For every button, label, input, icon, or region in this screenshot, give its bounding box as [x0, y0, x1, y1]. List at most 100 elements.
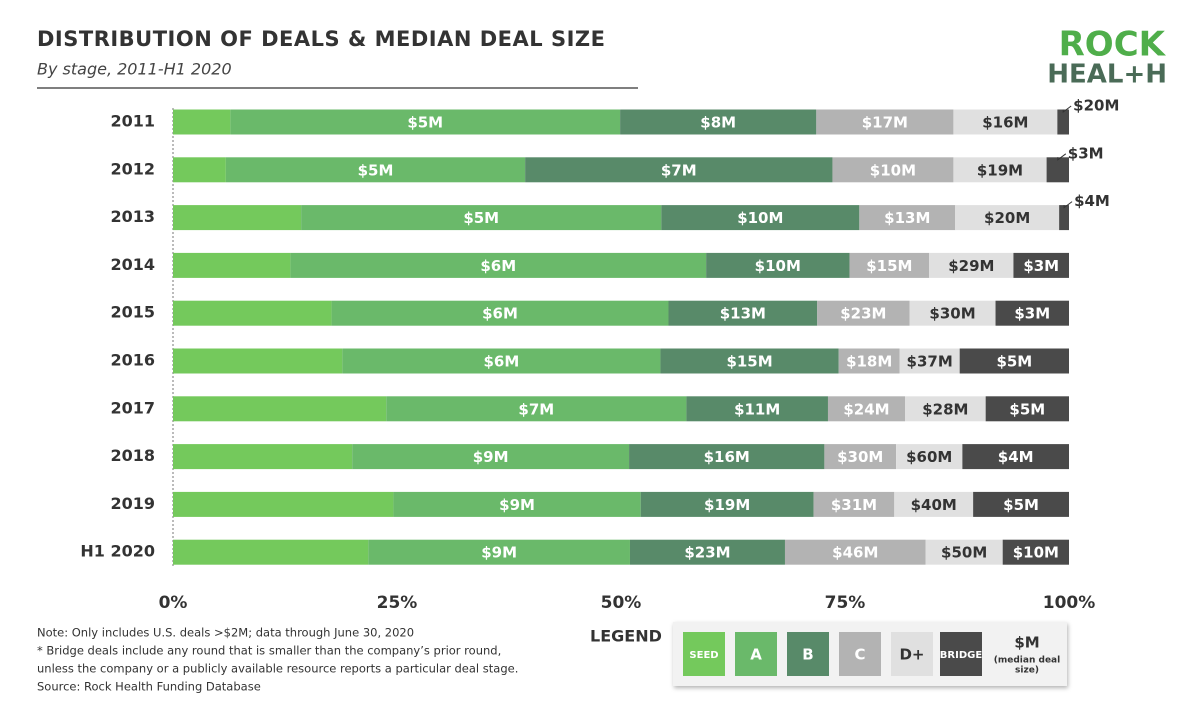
data-label: $5M — [463, 209, 499, 227]
data-label: $5M — [358, 161, 394, 179]
data-label: $31M — [831, 496, 877, 514]
data-label: $6M — [483, 353, 519, 371]
bar-segment — [824, 444, 897, 470]
data-label: $3M — [1068, 144, 1104, 162]
x-tick-label: 0% — [159, 593, 188, 613]
y-tick-label: 2016 — [110, 351, 155, 370]
bar-segment — [925, 539, 1003, 565]
note: Source: Rock Health Funding Database — [37, 680, 261, 694]
bar-segment — [301, 205, 662, 231]
y-tick-label: H1 2020 — [80, 542, 155, 561]
data-label: $10M — [737, 209, 783, 227]
data-label: $30M — [929, 305, 975, 323]
bar-segment — [686, 396, 828, 422]
bar-segment — [817, 300, 910, 326]
leader-line — [1062, 105, 1072, 113]
data-label: $7M — [518, 400, 554, 418]
bar-segment — [173, 539, 369, 565]
bar-segment — [668, 300, 818, 326]
bar-segment — [838, 348, 900, 374]
bar-segment — [393, 491, 641, 517]
data-label: $13M — [720, 305, 766, 323]
data-label: $29M — [948, 257, 994, 275]
legend-key-note: size) — [1015, 666, 1039, 676]
data-label: $10M — [1013, 544, 1059, 562]
data-label: $10M — [870, 161, 916, 179]
data-label: $60M — [906, 448, 952, 466]
bar-segment — [849, 252, 930, 278]
note: Note: Only includes U.S. deals >$2M; dat… — [37, 626, 414, 640]
bar-segment — [1002, 539, 1069, 565]
bar-segment — [784, 539, 926, 565]
leader-line — [1063, 201, 1073, 209]
bar-segment — [905, 396, 986, 422]
bar-segment — [173, 300, 332, 326]
x-tick-label: 100% — [1043, 593, 1096, 613]
data-label: $23M — [840, 305, 886, 323]
data-label: $15M — [726, 353, 772, 371]
bar-segment — [816, 109, 954, 135]
legend-label: SEED — [689, 650, 718, 661]
data-label: $10M — [755, 257, 801, 275]
legend-label: A — [750, 646, 762, 664]
data-label: $16M — [704, 448, 750, 466]
y-tick-label: 2011 — [110, 112, 155, 131]
bar-segment — [832, 157, 954, 183]
data-label: $19M — [704, 496, 750, 514]
legend-swatch — [683, 632, 725, 676]
data-label: $9M — [473, 448, 509, 466]
bar-segment — [173, 396, 387, 422]
data-label: $18M — [846, 353, 892, 371]
x-tick-label: 50% — [601, 593, 642, 613]
data-label: $46M — [832, 544, 878, 562]
bar-segment — [1057, 109, 1069, 135]
bar-segment — [173, 205, 302, 231]
bar-segment — [660, 348, 839, 374]
data-label: $3M — [1014, 305, 1050, 323]
bar-segment — [290, 252, 707, 278]
bar-segment — [342, 348, 661, 374]
legend-key: $M — [1014, 634, 1039, 652]
y-tick-label: 2019 — [110, 494, 155, 513]
legend-swatch — [940, 632, 982, 676]
bar-segment — [859, 205, 956, 231]
data-label: $19M — [977, 161, 1023, 179]
leader-line — [1057, 153, 1067, 161]
data-label: $20M — [1073, 97, 1119, 115]
bar-segment — [959, 348, 1069, 374]
bar-segment — [386, 396, 687, 422]
bar-segment — [953, 109, 1058, 135]
legend-swatch — [891, 632, 933, 676]
data-label: $5M — [407, 114, 443, 132]
data-label: $24M — [843, 400, 889, 418]
bar-segment — [909, 300, 996, 326]
bar-segment — [173, 491, 394, 517]
data-label: $6M — [482, 305, 518, 323]
bar-segment — [620, 109, 817, 135]
data-label: $37M — [907, 353, 953, 371]
y-tick-label: 2012 — [110, 159, 155, 178]
data-label: $9M — [481, 544, 517, 562]
bar-segment — [352, 444, 630, 470]
data-label: $30M — [837, 448, 883, 466]
bar-segment — [962, 444, 1069, 470]
bar-segment — [629, 539, 785, 565]
y-tick-label: 2018 — [110, 446, 155, 465]
data-label: $4M — [1074, 192, 1110, 210]
data-label: $3M — [1023, 257, 1059, 275]
bar-segment — [368, 539, 630, 565]
bar-segment — [1013, 252, 1069, 278]
bar-segment — [1059, 205, 1069, 231]
data-label: $40M — [911, 496, 957, 514]
data-label: $11M — [734, 400, 780, 418]
data-label: $13M — [884, 209, 930, 227]
data-label: $4M — [998, 448, 1034, 466]
bar-segment — [173, 157, 226, 183]
bar-segment — [973, 491, 1069, 517]
data-label: $20M — [984, 209, 1030, 227]
x-tick-label: 75% — [825, 593, 866, 613]
bar-segment — [894, 491, 974, 517]
legend-swatch — [787, 632, 829, 676]
bar-segment — [173, 252, 291, 278]
